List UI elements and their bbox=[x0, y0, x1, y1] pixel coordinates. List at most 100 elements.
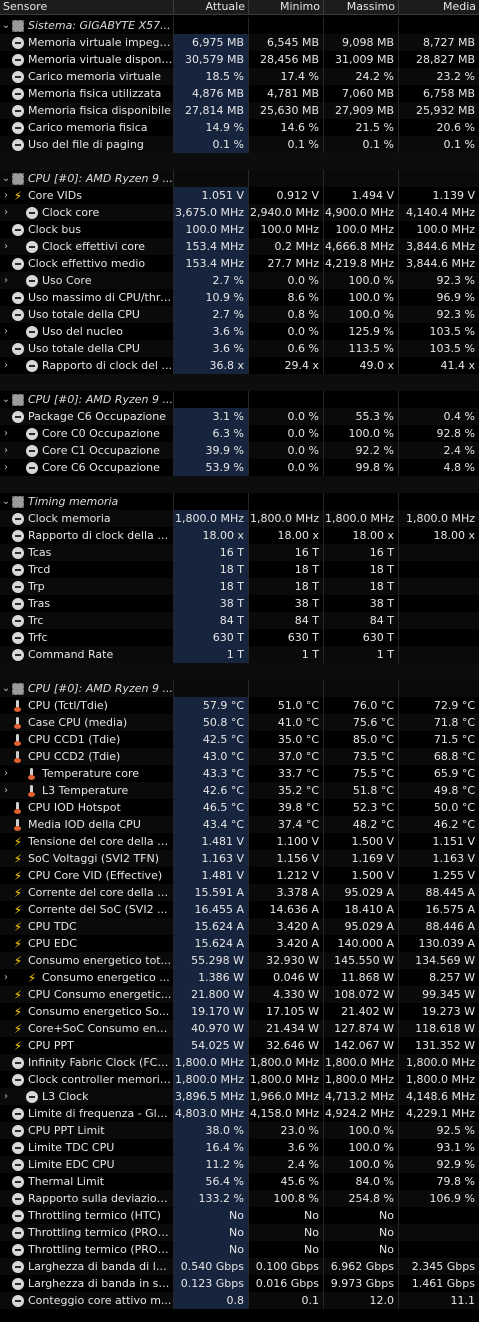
sensor-row[interactable]: Clock memoria 1,800.0 MHz 1,800.0 MHz 1,800… bbox=[0, 510, 479, 527]
sensor-row[interactable]: Throttling termico (PROC... No No No bbox=[0, 1241, 479, 1258]
collapse-chevron-icon[interactable]: ⌄ bbox=[1, 496, 11, 507]
sensor-row[interactable]: › Rapporto di clock del ... 36.8 x 29.4 x 49… bbox=[0, 357, 479, 374]
sensor-row[interactable]: Trp 18 T 18 T 18 T bbox=[0, 578, 479, 595]
sensor-row[interactable]: Thermal Limit 56.4 % 45.6 % 84.0 % 79.8 % bbox=[0, 1173, 479, 1190]
expand-chevron-icon[interactable]: › bbox=[4, 462, 8, 473]
sensor-row[interactable]: › Temperature core 43.3 °C 33.7 °C 75.5 °C 65… bbox=[0, 765, 479, 782]
sensor-row[interactable]: ⚡ Corrente del SoC (SVI2 ... 16.455 A 14.63… bbox=[0, 901, 479, 918]
sensor-row[interactable]: ⚡ CPU EDC 15.624 A 3.420 A 140.000 A 130.039 … bbox=[0, 935, 479, 952]
sensor-group-row[interactable]: ⌄ CPU [#0]: AMD Ryzen 9 ... bbox=[0, 680, 479, 697]
sensor-row[interactable]: Throttling termico (PROC... No No No bbox=[0, 1224, 479, 1241]
sensor-row[interactable]: Larghezza di banda in sc... 0.123 Gbps 0.0… bbox=[0, 1275, 479, 1292]
expand-chevron-icon[interactable]: › bbox=[4, 275, 8, 286]
sensor-row[interactable]: ⚡ CPU PPT 54.025 W 32.646 W 142.067 W 131.352… bbox=[0, 1037, 479, 1054]
sensor-row[interactable]: Memoria fisica disponibile 27,814 MB 25,63… bbox=[0, 102, 479, 119]
sensor-row[interactable]: › ⚡ Consumo energetico ... 1.386 W 0.046 W 11… bbox=[0, 969, 479, 986]
column-header-min[interactable]: Minimo bbox=[249, 0, 324, 14]
expand-chevron-icon[interactable]: › bbox=[4, 360, 8, 371]
sensor-row[interactable]: Trfc 630 T 630 T 630 T bbox=[0, 629, 479, 646]
maximum-value-cell: 1.494 V bbox=[324, 187, 399, 204]
expand-chevron-icon[interactable]: › bbox=[4, 207, 8, 218]
column-header-current[interactable]: Attuale bbox=[174, 0, 249, 14]
expand-chevron-icon[interactable]: › bbox=[4, 326, 8, 337]
sensor-row[interactable]: Uso del file di paging 0.1 % 0.1 % 0.1 % 0.1… bbox=[0, 136, 479, 153]
sensor-row[interactable]: CPU PPT Limit 38.0 % 23.0 % 100.0 % 92.5 % bbox=[0, 1122, 479, 1139]
expand-chevron-icon[interactable]: › bbox=[4, 972, 8, 983]
expand-chevron-icon[interactable]: › bbox=[4, 241, 8, 252]
sensor-row[interactable]: ⚡ SoC Voltaggi (SVI2 TFN) 1.163 V 1.156 V 1.… bbox=[0, 850, 479, 867]
sensor-row[interactable]: ⚡ Consumo energetico So... 19.170 W 17.105 … bbox=[0, 1003, 479, 1020]
sensor-row[interactable]: CPU CCD2 (Tdie) 43.0 °C 37.0 °C 73.5 °C 68.8… bbox=[0, 748, 479, 765]
sensor-row[interactable]: Media IOD della CPU 43.4 °C 37.4 °C 48.2 °C… bbox=[0, 816, 479, 833]
column-header-max[interactable]: Massimo bbox=[324, 0, 399, 14]
sensor-row[interactable]: Uso totale della CPU 2.7 % 0.8 % 100.0 % 92.… bbox=[0, 306, 479, 323]
sensor-row[interactable]: Trcd 18 T 18 T 18 T bbox=[0, 561, 479, 578]
sensor-row[interactable]: Memoria virtuale disponibile 30,579 MB 28,… bbox=[0, 51, 479, 68]
sensor-row[interactable]: Infinity Fabric Clock (FCLK) 1,800.0 MHz 1… bbox=[0, 1054, 479, 1071]
expand-chevron-icon[interactable]: › bbox=[4, 785, 8, 796]
sensor-row[interactable]: CPU CCD1 (Tdie) 42.5 °C 35.0 °C 85.0 °C 71.5… bbox=[0, 731, 479, 748]
collapse-chevron-icon[interactable]: ⌄ bbox=[1, 173, 11, 184]
sensor-row[interactable]: Uso totale della CPU 3.6 % 0.6 % 113.5 % 103… bbox=[0, 340, 479, 357]
sensor-name-cell: › Uso del nucleo bbox=[0, 323, 174, 340]
sensor-row[interactable]: › ⚡ Core VIDs 1.051 V 0.912 V 1.494 V 1.139 V bbox=[0, 187, 479, 204]
sensor-row[interactable]: ⚡ Tensione del core della C... 1.481 V 1.10… bbox=[0, 833, 479, 850]
sensor-row[interactable]: ⚡ Corrente del core della C... 15.591 A 3.3… bbox=[0, 884, 479, 901]
sensor-row[interactable]: Trc 84 T 84 T 84 T bbox=[0, 612, 479, 629]
expand-chevron-icon[interactable]: › bbox=[4, 445, 8, 456]
sensor-row[interactable]: › L3 Temperature 42.6 °C 35.2 °C 51.8 °C 49.8… bbox=[0, 782, 479, 799]
sensor-row[interactable]: Carico memoria fisica 14.9 % 14.6 % 21.5 % 2… bbox=[0, 119, 479, 136]
sensor-row[interactable]: › Uso Core 2.7 % 0.0 % 100.0 % 92.3 % bbox=[0, 272, 479, 289]
sensor-row[interactable]: Rapporto sulla deviazion... 133.2 % 100.8 … bbox=[0, 1190, 479, 1207]
maximum-value-cell bbox=[324, 493, 399, 510]
sensor-row[interactable]: › L3 Clock 3,896.5 MHz 1,966.0 MHz 4,713.2 M… bbox=[0, 1088, 479, 1105]
minimum-value-cell: No bbox=[249, 1224, 324, 1241]
expand-chevron-icon[interactable]: › bbox=[4, 190, 8, 201]
sensor-row[interactable]: ⚡ CPU TDC 15.624 A 3.420 A 95.029 A 88.446 A bbox=[0, 918, 479, 935]
collapse-chevron-icon[interactable]: ⌄ bbox=[1, 394, 11, 405]
sensor-row[interactable]: Clock effettivo medio 153.4 MHz 27.7 MHz 4,… bbox=[0, 255, 479, 272]
collapse-chevron-icon[interactable]: ⌄ bbox=[1, 20, 11, 31]
sensor-group-row[interactable]: ⌄ Sistema: GIGABYTE X57... bbox=[0, 17, 479, 34]
sensor-row[interactable]: Tcas 16 T 16 T 16 T bbox=[0, 544, 479, 561]
sensor-row[interactable]: › Core C6 Occupazione 53.9 % 0.0 % 99.8 % 4.8… bbox=[0, 459, 479, 476]
sensor-row[interactable]: Conteggio core attivo m... 0.8 0.1 12.0 11.1 bbox=[0, 1292, 479, 1309]
expand-chevron-icon[interactable]: › bbox=[4, 1091, 8, 1102]
sensor-group-row[interactable]: ⌄ CPU [#0]: AMD Ryzen 9 ... bbox=[0, 170, 479, 187]
sensor-row[interactable]: Limite di frequenza - Glo... 4,803.0 MHz 4… bbox=[0, 1105, 479, 1122]
collapse-chevron-icon[interactable]: ⌄ bbox=[1, 683, 11, 694]
sensor-row[interactable]: CPU IOD Hotspot 46.5 °C 39.8 °C 52.3 °C 50.0… bbox=[0, 799, 479, 816]
column-header-average[interactable]: Media bbox=[442, 0, 476, 13]
sensor-row[interactable]: Larghezza di banda di let... 0.540 Gbps 0.… bbox=[0, 1258, 479, 1275]
sensor-group-row[interactable]: ⌄ CPU [#0]: AMD Ryzen 9 ... bbox=[0, 391, 479, 408]
sensor-row[interactable]: Clock controller memoria ... 1,800.0 MHz 1… bbox=[0, 1071, 479, 1088]
sensor-row[interactable]: Uso massimo di CPU/thread 10.9 % 8.6 % 100.… bbox=[0, 289, 479, 306]
sensor-row[interactable]: Rapporto di clock della m... 18.00 x 18.00… bbox=[0, 527, 479, 544]
sensor-row[interactable]: › Clock core 3,675.0 MHz 2,940.0 MHz 4,900.0… bbox=[0, 204, 479, 221]
sensor-row[interactable]: Throttling termico (HTC) No No No bbox=[0, 1207, 479, 1224]
sensor-group-row[interactable]: ⌄ Timing memoria bbox=[0, 493, 479, 510]
expand-chevron-icon[interactable]: › bbox=[4, 768, 8, 779]
sensor-row[interactable]: › Core C1 Occupazione 39.9 % 0.0 % 92.2 % 2.4… bbox=[0, 442, 479, 459]
sensor-row[interactable]: Tras 38 T 38 T 38 T bbox=[0, 595, 479, 612]
sensor-row[interactable]: › Core C0 Occupazione 6.3 % 0.0 % 100.0 % 92.… bbox=[0, 425, 479, 442]
sensor-row[interactable]: › Clock effettivi core 153.4 MHz 0.2 MHz 4,6… bbox=[0, 238, 479, 255]
column-header-sensor[interactable]: Sensore bbox=[0, 0, 174, 14]
sensor-row[interactable]: Limite TDC CPU 16.4 % 3.6 % 100.0 % 93.1 % bbox=[0, 1139, 479, 1156]
sensor-row[interactable]: Limite EDC CPU 11.2 % 2.4 % 100.0 % 92.9 % bbox=[0, 1156, 479, 1173]
sensor-row[interactable]: Package C6 Occupazione 3.1 % 0.0 % 55.3 % 0.… bbox=[0, 408, 479, 425]
sensor-row[interactable]: ⚡ CPU Consumo energetic... 21.800 W 4.330 W… bbox=[0, 986, 479, 1003]
sensor-row[interactable]: Memoria virtuale impegn... 6,975 MB 6,545 … bbox=[0, 34, 479, 51]
sensor-row[interactable]: › Uso del nucleo 3.6 % 0.0 % 125.9 % 103.5 % bbox=[0, 323, 479, 340]
sensor-row[interactable]: Case CPU (media) 50.8 °C 41.0 °C 75.6 °C 71.… bbox=[0, 714, 479, 731]
minimum-value-cell: 630 T bbox=[249, 629, 324, 646]
expand-chevron-icon[interactable]: › bbox=[4, 428, 8, 439]
sensor-row[interactable]: CPU (Tctl/Tdie) 57.9 °C 51.0 °C 76.0 °C 72.9… bbox=[0, 697, 479, 714]
sensor-row[interactable]: ⚡ Consumo energetico tot... 55.298 W 32.930… bbox=[0, 952, 479, 969]
sensor-row[interactable]: Clock bus 100.0 MHz 100.0 MHz 100.0 MHz 100.… bbox=[0, 221, 479, 238]
sensor-row[interactable]: Memoria fisica utilizzata 4,876 MB 4,781 M… bbox=[0, 85, 479, 102]
sensor-row[interactable]: Carico memoria virtuale 18.5 % 17.4 % 24.2 … bbox=[0, 68, 479, 85]
sensor-row[interactable]: ⚡ Core+SoC Consumo ene... 40.970 W 21.434 W… bbox=[0, 1020, 479, 1037]
